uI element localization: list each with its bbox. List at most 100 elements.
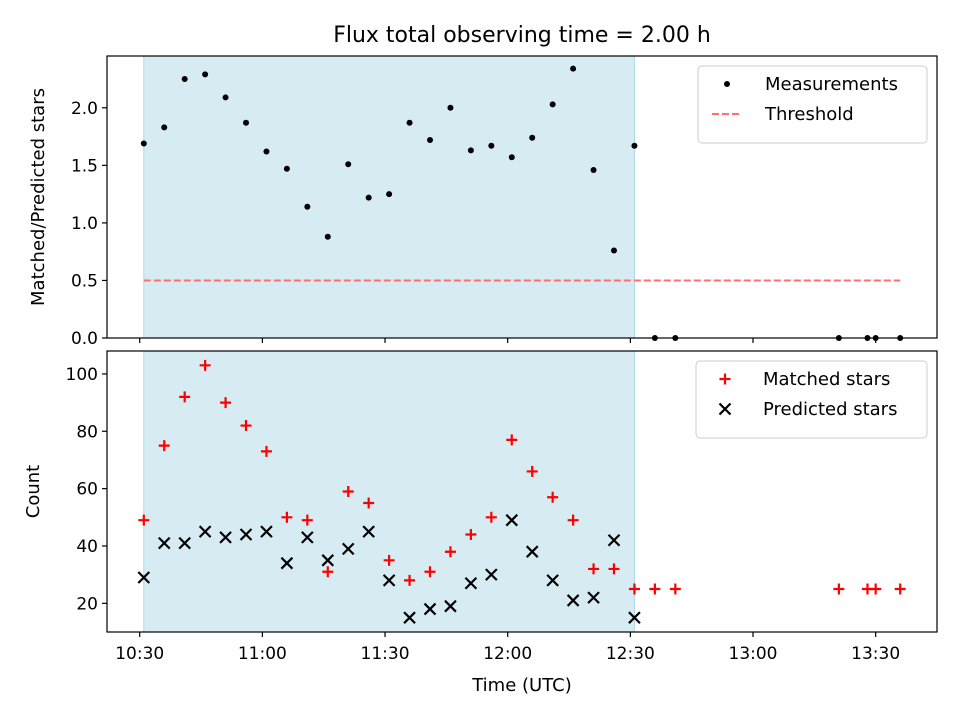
- data-point: [321, 554, 335, 567]
- y-tick-label: 40: [76, 537, 98, 557]
- data-point: [158, 440, 170, 452]
- data-point: [547, 491, 559, 503]
- y-tick-label: 100: [66, 365, 98, 385]
- data-point: [239, 528, 253, 541]
- data-point: [199, 359, 211, 371]
- data-point: [649, 583, 661, 595]
- data-point: [222, 94, 229, 101]
- x-tick-label: 11:00: [238, 644, 287, 664]
- data-point: [427, 137, 434, 144]
- legend-box: [695, 360, 928, 439]
- legend-box: [697, 65, 928, 144]
- data-point: [608, 563, 620, 575]
- data-point: [263, 148, 270, 155]
- y-tick-label: 0.0: [71, 329, 98, 349]
- legend-marker: [724, 81, 730, 87]
- x-tick-label: 13:00: [729, 644, 778, 664]
- axes-frame: [106, 350, 938, 633]
- data-point: [137, 571, 151, 584]
- x-tick-label: 12:00: [483, 644, 532, 664]
- data-point: [362, 525, 375, 538]
- data-point: [181, 76, 188, 83]
- data-point: [240, 420, 252, 432]
- data-point: [342, 486, 354, 497]
- data-point: [304, 203, 311, 210]
- data-point: [260, 525, 273, 538]
- data-point: [485, 568, 498, 581]
- data-point: [423, 602, 437, 616]
- data-point: [669, 583, 681, 595]
- data-point: [157, 536, 171, 550]
- panel-2: 20 40 60 80 100 10:30 11:00 11:30 12:00 12:30 13:0…: [23, 350, 938, 664]
- data-point: [567, 514, 579, 526]
- data-point: [403, 611, 416, 624]
- data-point: [322, 566, 334, 578]
- y-axis-label: Matched/Predicted stars: [28, 88, 49, 306]
- data-point: [485, 511, 497, 523]
- data-point: [529, 134, 536, 141]
- y-tick-label: 1.0: [71, 214, 98, 234]
- legend-label: Predicted stars: [763, 399, 897, 420]
- legend-marker: [718, 402, 732, 416]
- legend: Matched stars Predicted stars: [695, 360, 928, 439]
- legend-marker: [719, 373, 731, 385]
- data-point: [345, 161, 352, 168]
- x-tick-label: 11:30: [361, 644, 410, 664]
- x-tick-label: 10:30: [115, 644, 164, 664]
- data-point: [444, 546, 456, 558]
- y-tick-label: 1.5: [71, 156, 98, 176]
- data-point: [138, 514, 150, 526]
- data-point: [488, 142, 495, 149]
- data-point: [198, 525, 212, 538]
- data-point: [444, 599, 457, 613]
- data-point: [610, 247, 617, 254]
- data-point: [546, 574, 559, 587]
- data-point: [260, 445, 272, 457]
- data-point: [424, 566, 436, 578]
- data-point: [467, 147, 474, 154]
- legend-label: Threshold: [764, 104, 854, 125]
- data-point: [588, 563, 600, 575]
- x-axis-label: Time (UTC): [471, 675, 572, 696]
- y-tick-label: 0.5: [71, 271, 98, 291]
- chart-title: Flux total observing time = 2.00 h: [333, 23, 711, 48]
- data-point: [243, 119, 250, 126]
- data-point: [526, 465, 538, 477]
- data-point: [570, 65, 577, 72]
- data-point: [631, 142, 638, 149]
- data-point: [505, 513, 519, 527]
- data-point: [363, 497, 375, 509]
- data-point: [628, 611, 641, 624]
- data-point: [894, 583, 906, 595]
- data-point: [404, 574, 416, 586]
- data-point: [341, 542, 355, 556]
- data-point: [870, 583, 882, 595]
- y-axis-label: Count: [23, 465, 44, 518]
- data-point: [202, 71, 209, 78]
- data-point: [406, 119, 413, 126]
- data-point: [161, 124, 168, 131]
- data-point: [465, 529, 477, 541]
- data-point: [283, 165, 290, 172]
- data-point: [566, 594, 580, 607]
- data-point: [179, 391, 191, 403]
- data-point: [324, 233, 331, 240]
- data-point: [587, 591, 600, 604]
- y-tick-label: 20: [76, 594, 98, 614]
- data-point: [386, 191, 393, 198]
- y-tick-label: 60: [76, 480, 98, 500]
- axes-frame: [106, 55, 938, 339]
- data-point: [464, 576, 478, 590]
- data-point: [280, 556, 294, 570]
- x-tick-label: 12:30: [606, 644, 655, 664]
- y-tick-label: 80: [76, 422, 98, 442]
- x-tick-label: 13:30: [851, 644, 900, 664]
- data-point: [447, 104, 454, 111]
- data-point: [628, 583, 640, 595]
- data-point: [525, 545, 539, 558]
- data-point: [301, 531, 314, 544]
- legend: Measurements Threshold: [697, 65, 928, 144]
- data-point: [383, 554, 395, 566]
- legend-label: Measurements: [765, 74, 898, 95]
